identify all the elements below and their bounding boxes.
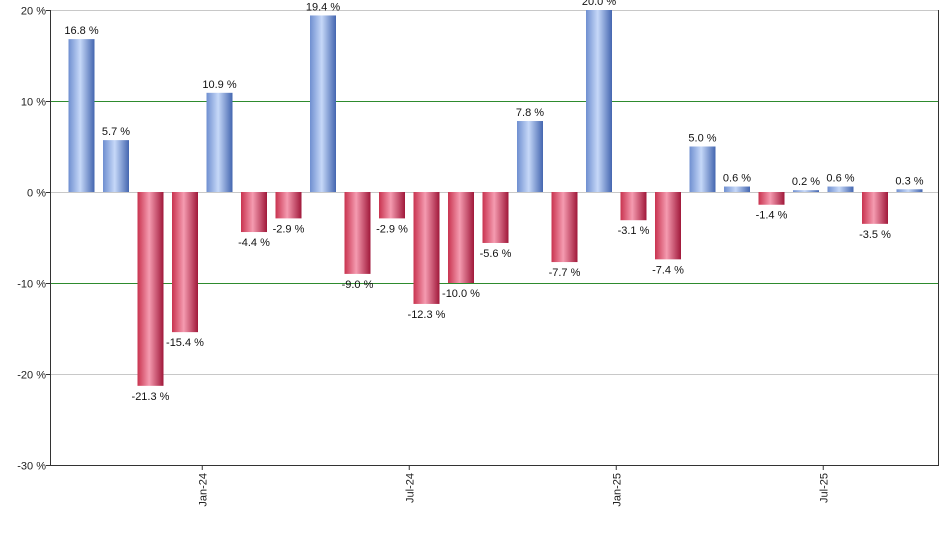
bar-18 <box>689 146 716 192</box>
bars <box>68 10 923 386</box>
data-label-8: -9.0 % <box>342 279 374 291</box>
data-label-13: 7.8 % <box>516 107 544 119</box>
y-tick-label-1: 10 % <box>21 97 46 109</box>
data-label-3: -15.4 % <box>166 337 204 349</box>
y-tick-label-3: -10 % <box>17 279 46 291</box>
x-tick-label-3: Jul-25 <box>818 473 830 503</box>
bar-11 <box>448 192 474 283</box>
data-label-4: 10.9 % <box>202 79 236 91</box>
y-tick-label-2: 0 % <box>27 188 46 200</box>
bar-14 <box>551 192 578 263</box>
data-label-20: -1.4 % <box>756 210 788 222</box>
data-label-16: -3.1 % <box>618 225 650 237</box>
data-label-11: -10.0 % <box>442 288 480 300</box>
bar-17 <box>655 192 681 260</box>
data-label-22: 0.6 % <box>826 173 854 185</box>
data-label-19: 0.6 % <box>723 173 751 185</box>
data-labels: 16.8 %5.7 %-21.3 %-15.4 %10.9 %-4.4 %-2.… <box>64 0 923 403</box>
bar-4 <box>206 92 233 192</box>
data-label-14: -7.7 % <box>549 267 581 279</box>
bar-5 <box>241 192 267 233</box>
bar-9 <box>379 192 405 219</box>
bar-21 <box>793 190 819 192</box>
bar-3 <box>172 192 198 333</box>
data-label-10: -12.3 % <box>408 309 446 321</box>
data-label-5: -4.4 % <box>238 237 270 249</box>
data-label-23: -3.5 % <box>859 229 891 241</box>
bar-12 <box>482 192 509 243</box>
y-tick-label-4: -20 % <box>17 370 46 382</box>
data-label-0: 16.8 % <box>64 25 98 37</box>
bar-1 <box>103 140 129 192</box>
data-label-18: 5.0 % <box>688 133 716 145</box>
bar-23 <box>862 192 888 224</box>
bar-20 <box>758 192 785 205</box>
bar-16 <box>620 192 647 221</box>
data-label-1: 5.7 % <box>102 126 130 138</box>
data-label-24: 0.3 % <box>895 175 923 187</box>
axes: 20 % 10 % 0 % -10 % -20 % -30 % Jan-24 Jul-24 Ja… <box>17 6 939 507</box>
bar-2 <box>137 192 164 386</box>
x-tick-label-0: Jan-24 <box>197 473 209 507</box>
bar-24 <box>896 189 923 192</box>
data-label-9: -2.9 % <box>376 223 408 235</box>
x-tick-label-1: Jul-24 <box>404 473 416 503</box>
bar-22 <box>827 186 854 192</box>
bar-13 <box>517 121 543 192</box>
data-label-21: 0.2 % <box>792 176 820 188</box>
bar-10 <box>413 192 440 304</box>
data-label-2: -21.3 % <box>132 391 170 403</box>
y-tick-label-0: 20 % <box>21 6 46 18</box>
data-label-7: 19.4 % <box>306 1 340 13</box>
bar-15 <box>586 10 612 192</box>
bar-7 <box>310 15 336 192</box>
bar-8 <box>344 192 371 274</box>
data-label-12: -5.6 % <box>480 248 512 260</box>
bar-19 <box>724 186 750 192</box>
bar-0 <box>68 39 95 193</box>
x-tick-label-2: Jan-25 <box>611 473 623 507</box>
data-label-6: -2.9 % <box>273 223 305 235</box>
data-label-17: -7.4 % <box>652 264 684 276</box>
data-label-15: 20.0 % <box>582 0 616 8</box>
y-tick-label-5: -30 % <box>17 461 46 473</box>
bar-6 <box>275 192 302 219</box>
